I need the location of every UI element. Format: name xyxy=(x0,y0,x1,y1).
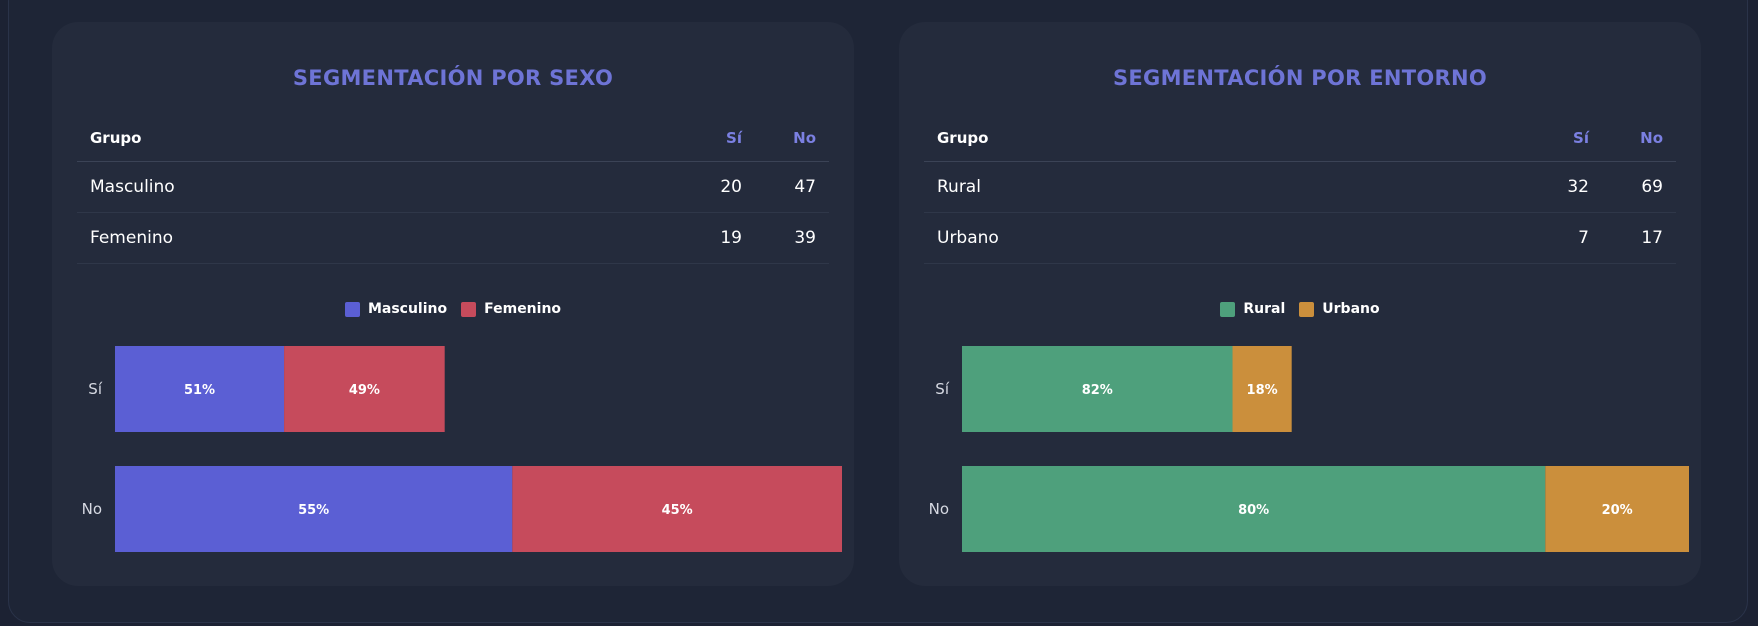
legend-swatch xyxy=(1299,301,1315,317)
row-si-value: 20 xyxy=(603,161,755,213)
table-row: Masculino 20 47 xyxy=(77,161,829,213)
header-si: Sí xyxy=(1450,115,1602,162)
bar-segment-masculino[interactable] xyxy=(115,466,513,552)
legend-label: Urbano xyxy=(1322,301,1380,317)
legend-swatch xyxy=(1220,301,1236,317)
segmentation-table: Grupo Sí No Masculino 20 47 Femenino 19 … xyxy=(77,115,829,264)
legend-item-femenino[interactable]: Femenino xyxy=(461,301,561,317)
header-si: Sí xyxy=(603,115,755,162)
legend-swatch xyxy=(461,301,477,317)
stacked-bar-chart: Sí 82% 18% No 80% 20% xyxy=(929,346,1689,552)
legend-item-masculino[interactable]: Masculino xyxy=(344,301,448,317)
chart-legend: Rural Urbano xyxy=(899,301,1701,317)
bar-segment-femenino[interactable] xyxy=(512,466,842,552)
segmentation-table: Grupo Sí No Rural 32 69 Urbano 7 17 xyxy=(924,115,1676,264)
bar-data-label: 45% xyxy=(662,503,693,518)
table-header-row: Grupo Sí No xyxy=(77,115,829,162)
bar-data-label: 18% xyxy=(1247,383,1278,398)
header-no: No xyxy=(1602,115,1676,162)
row-si-value: 19 xyxy=(603,212,755,264)
row-no-value: 39 xyxy=(755,212,829,264)
row-si-value: 7 xyxy=(1450,212,1602,264)
bar-data-label: 49% xyxy=(349,383,380,398)
legend-label: Masculino xyxy=(367,301,448,317)
bar-segment-urbano[interactable] xyxy=(1232,346,1292,432)
bar-segment-rural[interactable] xyxy=(962,466,1546,552)
sex-segmentation-card: SEGMENTACIÓN POR SEXO Grupo Sí No Mascul… xyxy=(52,22,854,586)
bar-segment-rural[interactable] xyxy=(962,346,1233,432)
y-tick-label: No xyxy=(82,500,102,518)
row-no-value: 17 xyxy=(1602,212,1676,264)
y-tick-label: No xyxy=(929,500,949,518)
table-header-row: Grupo Sí No xyxy=(924,115,1676,162)
legend-swatch xyxy=(344,301,360,317)
table-row: Femenino 19 39 xyxy=(77,212,829,264)
legend-item-rural[interactable]: Rural xyxy=(1220,301,1285,317)
chart-legend: Masculino Femenino xyxy=(52,301,854,317)
row-no-value: 47 xyxy=(755,161,829,213)
legend-label: Rural xyxy=(1243,301,1286,317)
row-group: Femenino xyxy=(77,212,603,264)
row-group: Masculino xyxy=(77,161,603,213)
table-row: Urbano 7 17 xyxy=(924,212,1676,264)
header-group: Grupo xyxy=(77,115,603,162)
bar-data-label: 55% xyxy=(298,503,329,518)
bar-data-label: 82% xyxy=(1082,383,1113,398)
row-group: Urbano xyxy=(924,212,1450,264)
bar-segment-femenino[interactable] xyxy=(284,346,445,432)
bar-segment-urbano[interactable] xyxy=(1545,466,1689,552)
row-si-value: 32 xyxy=(1450,161,1602,213)
bar-data-label: 20% xyxy=(1602,503,1633,518)
environment-segmentation-card: SEGMENTACIÓN POR ENTORNO Grupo Sí No Rur… xyxy=(899,22,1701,586)
card-title: SEGMENTACIÓN POR ENTORNO xyxy=(1112,66,1488,90)
table-row: Rural 32 69 xyxy=(924,161,1676,213)
row-no-value: 69 xyxy=(1602,161,1676,213)
legend-label: Femenino xyxy=(484,301,562,317)
bar-data-label: 51% xyxy=(184,383,215,398)
bar-segment-masculino[interactable] xyxy=(115,346,285,432)
header-group: Grupo xyxy=(924,115,1450,162)
legend-item-urbano[interactable]: Urbano xyxy=(1299,301,1380,317)
stacked-bar-chart: Sí 51% 49% No 55% 45% xyxy=(82,346,842,552)
header-no: No xyxy=(755,115,829,162)
y-tick-label: Sí xyxy=(88,380,103,398)
row-group: Rural xyxy=(924,161,1450,213)
card-title: SEGMENTACIÓN POR SEXO xyxy=(292,66,614,90)
bar-data-label: 80% xyxy=(1238,503,1269,518)
y-tick-label: Sí xyxy=(935,380,950,398)
